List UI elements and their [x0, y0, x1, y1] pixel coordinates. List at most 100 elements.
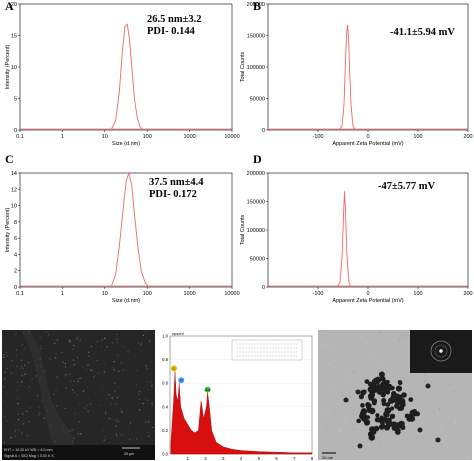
tem-grain [348, 391, 350, 393]
sem-grain [16, 365, 18, 367]
tem-grain [405, 335, 407, 337]
sem-grain [82, 390, 85, 392]
y-tick-label: 20 [11, 2, 17, 8]
peak-marker [204, 386, 211, 393]
tem-scale-label: 20 nm [322, 455, 334, 460]
x-tick-label: 1000 [183, 134, 195, 140]
sem-grain [127, 426, 129, 428]
series-line [110, 171, 150, 288]
tem-grain [323, 448, 325, 450]
sem-grain [24, 373, 26, 375]
y-tick-label: 0 [14, 128, 17, 134]
x-axis-label: Size (d.nm) [112, 141, 140, 147]
sem-grain [56, 405, 58, 407]
sem-grain [16, 370, 18, 372]
tem-particle [380, 382, 387, 388]
sem-grain [137, 360, 139, 363]
tem-particle [385, 425, 390, 430]
y-tick-label: 200000 [247, 171, 265, 177]
tem-grain [332, 350, 334, 352]
sem-grain [29, 407, 31, 409]
tem-particle [401, 392, 407, 398]
tem-grain [361, 428, 363, 430]
sem-grain [139, 398, 141, 400]
panel-label-b: B [253, 0, 261, 13]
sem-grain [7, 391, 9, 393]
panel-label-d: D [253, 152, 262, 166]
sem-grain [39, 336, 41, 338]
x-tick-label: 100 [413, 291, 422, 297]
tem-grain [436, 411, 438, 414]
sem-grain [20, 359, 23, 361]
x-tick-label: 5 [258, 456, 261, 461]
tem-particle [394, 423, 399, 428]
sem-grain [77, 378, 79, 380]
sem-grain [110, 403, 112, 405]
sem-grain [22, 413, 24, 415]
tem-grain [394, 412, 396, 414]
tem-particle [415, 411, 420, 417]
sem-grain [88, 351, 90, 353]
sem-grain [111, 367, 113, 369]
sem-grain [116, 333, 118, 335]
x-axis-label: Apparent Zeta Potential (mV) [332, 141, 403, 147]
y-tick-label: 150000 [247, 200, 265, 206]
sem-grain [54, 342, 56, 344]
sem-image: EHT = 10.00 kV WD = 6.0 mm Signal A = SE… [2, 330, 155, 460]
x-tick-label: 8 [311, 456, 314, 461]
tem-grain [344, 418, 346, 420]
sem-grain [146, 367, 148, 369]
tem-particle [378, 371, 385, 378]
y-tick-label: 0.8 [162, 357, 168, 362]
sem-grain [117, 420, 119, 423]
sem-grain [118, 370, 121, 372]
y-tick-label: 0.0 [162, 452, 168, 457]
sem-grain [111, 397, 113, 399]
sem-grain [65, 374, 67, 376]
x-tick-label: 3 [222, 456, 225, 461]
sem-grain [15, 354, 18, 356]
tem-particle [367, 407, 373, 413]
sem-grain [41, 401, 43, 403]
tem-particle [371, 429, 376, 434]
tem-grain [412, 396, 414, 398]
x-tick-label: 0 [366, 291, 369, 297]
tem-grain [458, 423, 460, 425]
sem-grain [73, 391, 75, 393]
x-tick-label: 1 [187, 456, 190, 461]
tem-particle [394, 393, 401, 400]
annotation-text: PDI- 0.144 [147, 26, 196, 37]
tem-grain [325, 344, 327, 346]
sem-grain [139, 391, 141, 393]
tem-particle [384, 412, 390, 418]
tem-grain [319, 429, 322, 431]
sem-grain [116, 338, 118, 340]
tem-grain [432, 392, 434, 394]
x-tick-label: 100 [413, 134, 422, 140]
sem-grain [151, 385, 153, 387]
tem-grain [467, 457, 469, 459]
tem-particle [398, 420, 405, 428]
tem-grain [421, 422, 423, 424]
y-tick-label: 100000 [247, 65, 265, 71]
tem-grain [344, 437, 347, 439]
tem-particle [375, 413, 380, 418]
sem-grain [21, 381, 23, 383]
tem-grain [334, 405, 336, 407]
peak-marker [170, 365, 177, 372]
chart-d-zeta-potential: 0 50000 100000 150000 200000 -100 0 100 200 Appar… [240, 171, 473, 304]
sem-grain [4, 378, 6, 380]
tem-grain [417, 388, 419, 390]
tem-particle [397, 406, 402, 411]
y-tick-label: 10 [11, 65, 17, 71]
y-tick-label: 0.4 [162, 404, 168, 409]
sem-grain [38, 406, 40, 409]
tem-grain [358, 453, 361, 455]
tem-grain [398, 358, 400, 360]
sem-grain [31, 378, 33, 380]
sem-grain [16, 381, 18, 383]
sem-grain [76, 362, 78, 364]
y-axis-label: cps/eV [172, 331, 185, 336]
peak-label: C [173, 366, 176, 371]
x-tick-label: 7 [293, 456, 296, 461]
